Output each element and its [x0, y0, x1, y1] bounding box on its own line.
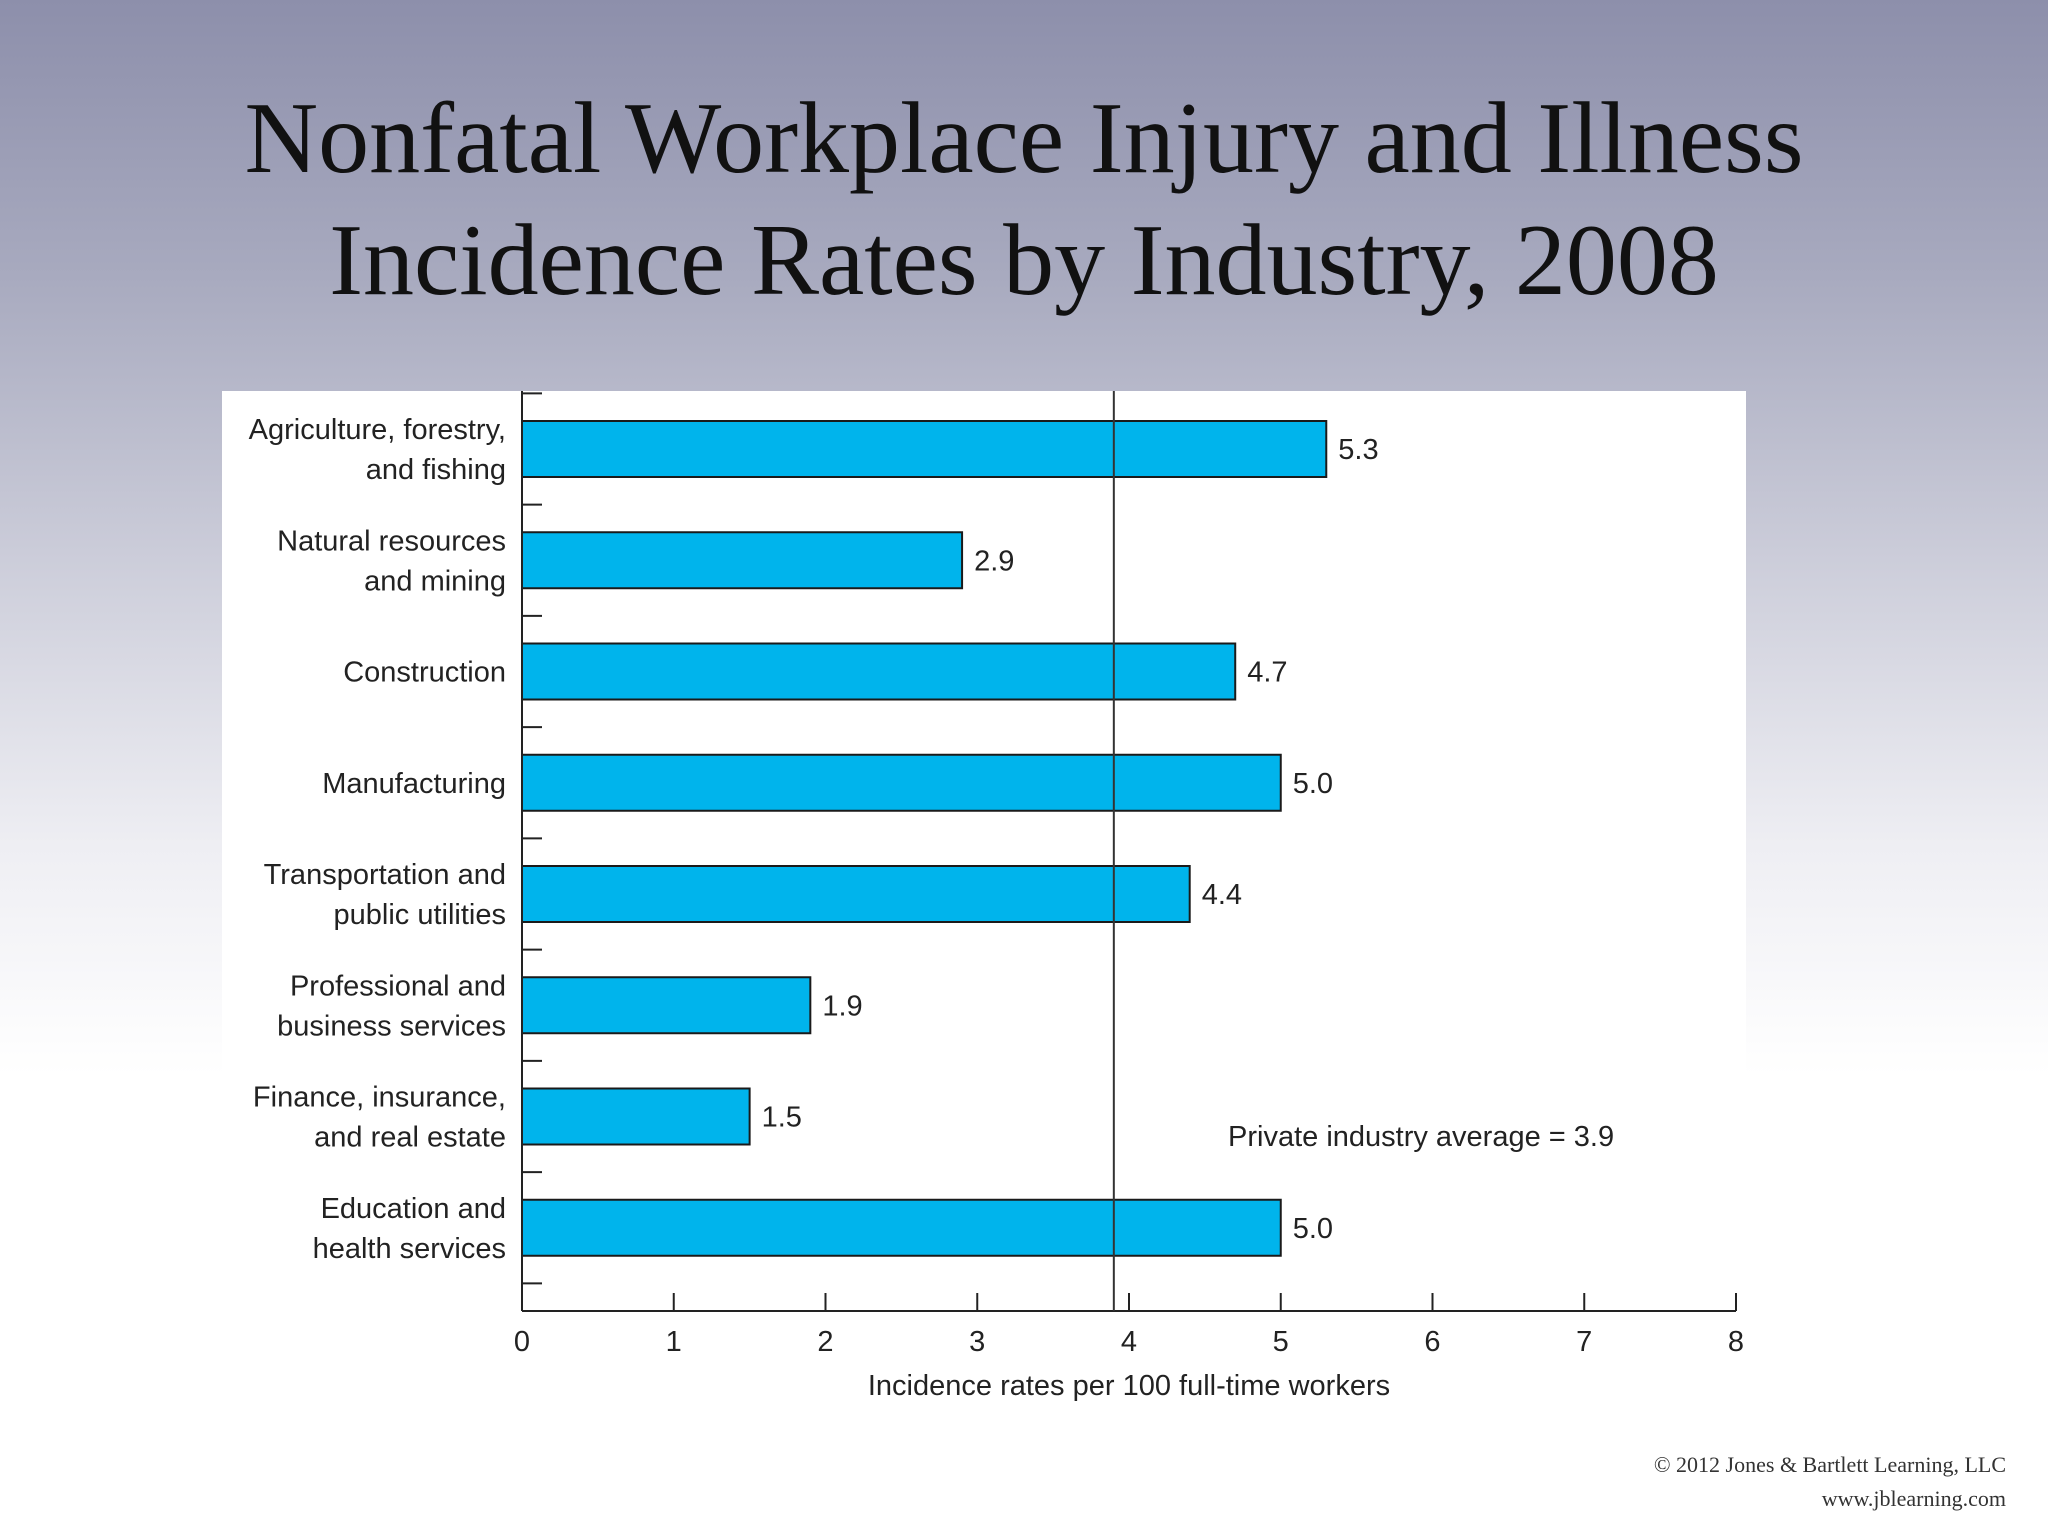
- x-tick-label: 8: [1728, 1326, 1744, 1358]
- copyright-text: © 2012 Jones & Bartlett Learning, LLC: [1653, 1452, 2006, 1477]
- category-label: Manufacturing: [322, 768, 506, 800]
- category-label: Construction: [343, 657, 506, 689]
- bar-chart: 5.3 Agriculture, forestry, and fishing 2.9 N…: [249, 391, 1744, 1402]
- x-tick-label: 0: [514, 1326, 530, 1358]
- category-label: Professional and: [290, 970, 506, 1002]
- bar-value-label: 5.0: [1293, 768, 1333, 800]
- bar: [521, 753, 1282, 812]
- category-label: and fishing: [366, 454, 506, 486]
- x-tick-label: 7: [1576, 1326, 1592, 1358]
- category-label: Agriculture, forestry,: [249, 414, 506, 446]
- title-line-2: Incidence Rates by Industry, 2008: [329, 204, 1719, 317]
- bar: [521, 420, 1328, 478]
- bar-value-label: 4.4: [1202, 879, 1242, 911]
- bar: [521, 531, 964, 590]
- category-label: public utilities: [334, 899, 506, 931]
- publisher-url: www.jblearning.com: [1821, 1486, 2006, 1511]
- bar: [521, 1198, 1282, 1257]
- bar: [521, 976, 812, 1035]
- category-label: Transportation and: [264, 859, 506, 891]
- page-title: Nonfatal Workplace Injury and Illness In…: [0, 78, 2048, 322]
- category-label: Finance, insurance,: [253, 1082, 506, 1114]
- x-axis-title: Incidence rates per 100 full-time worker…: [868, 1370, 1390, 1402]
- title-line-1: Nonfatal Workplace Injury and Illness: [244, 82, 1804, 195]
- x-tick-label: 6: [1424, 1326, 1440, 1358]
- x-tick-label: 1: [666, 1326, 682, 1358]
- bar-value-label: 2.9: [974, 545, 1014, 577]
- copyright-notice: © 2012 Jones & Bartlett Learning, LLC ww…: [1654, 1448, 2006, 1516]
- x-tick-label: 5: [1273, 1326, 1289, 1358]
- x-tick-label: 4: [1121, 1326, 1137, 1358]
- x-tick-label: 2: [817, 1326, 833, 1358]
- category-label: Education and: [321, 1193, 506, 1225]
- bar: [521, 865, 1191, 923]
- category-label: Natural resources: [277, 525, 506, 557]
- bar: [521, 1087, 751, 1146]
- bar-value-label: 5.3: [1338, 434, 1378, 466]
- category-label: and real estate: [314, 1122, 506, 1154]
- bar-value-label: 1.5: [762, 1102, 802, 1134]
- bar-value-label: 4.7: [1247, 657, 1287, 689]
- bar: [521, 642, 1237, 701]
- x-tick-label: 3: [969, 1326, 985, 1358]
- bar-value-label: 5.0: [1293, 1213, 1333, 1245]
- bar-value-label: 1.9: [822, 990, 862, 1022]
- category-label: health services: [313, 1233, 506, 1265]
- chart-panel: 5.3 Agriculture, forestry, and fishing 2.9 N…: [222, 391, 1746, 1432]
- average-reference-label: Private industry average = 3.9: [1228, 1121, 1614, 1153]
- category-label: business services: [277, 1010, 506, 1042]
- category-label: and mining: [364, 565, 506, 597]
